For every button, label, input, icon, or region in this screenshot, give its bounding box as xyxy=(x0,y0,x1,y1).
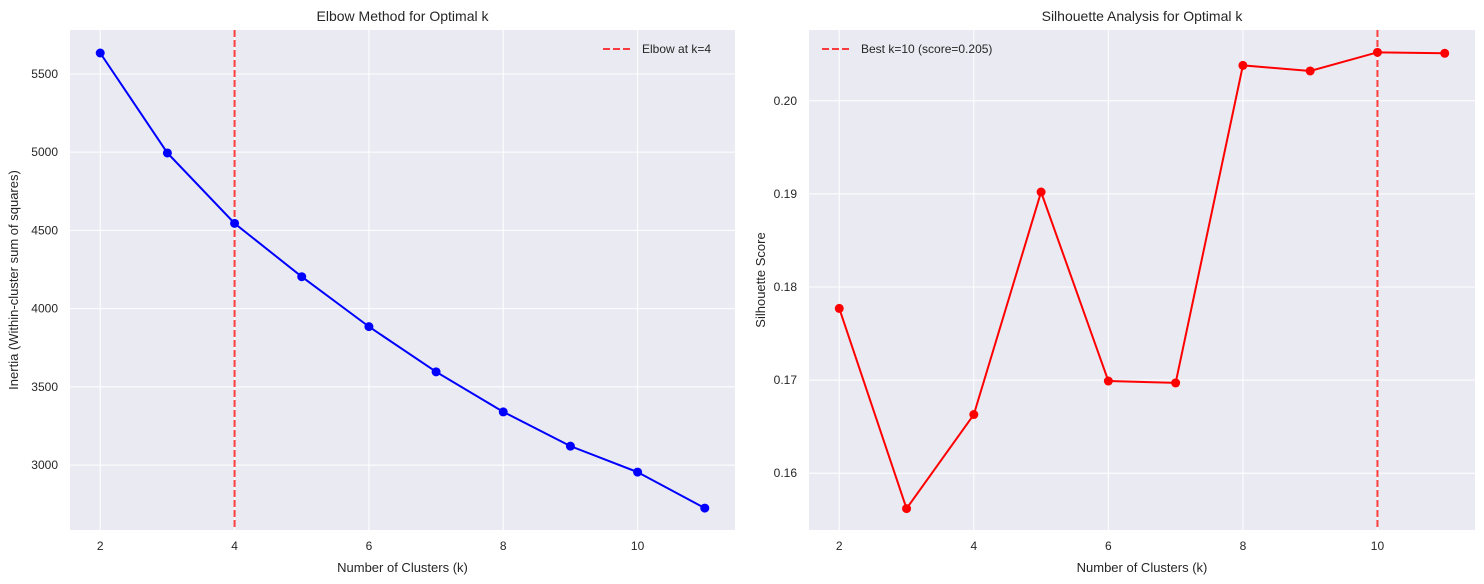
plot-area xyxy=(70,30,735,530)
x-axis-label: Number of Clusters (k) xyxy=(1077,560,1208,575)
legend: Elbow at k=4 xyxy=(603,42,711,56)
y-tick-label: 5500 xyxy=(31,67,58,81)
data-point xyxy=(969,410,979,420)
x-tick-label: 8 xyxy=(500,539,507,553)
data-point xyxy=(1171,378,1181,388)
data-point xyxy=(498,407,508,417)
y-tick-label: 0.16 xyxy=(774,466,798,480)
data-point xyxy=(1372,47,1382,57)
data-point xyxy=(431,367,441,377)
data-point xyxy=(1238,60,1248,70)
legend-label: Best k=10 (score=0.205) xyxy=(861,42,992,56)
plot-area xyxy=(809,30,1475,530)
chart-title: Elbow Method for Optimal k xyxy=(317,8,490,24)
subplot-2: 2 4 6 8 10 0.16 0.17 0.18 0.19 0.20 Silhouette Ana… xyxy=(753,8,1475,575)
data-point xyxy=(834,303,844,313)
data-point xyxy=(1103,376,1113,386)
subplot-1: 2 4 6 8 10 3000 3500 4000 4500 5000 5500 Elbow Meth… xyxy=(6,8,735,575)
y-tick-label: 0.19 xyxy=(774,187,798,201)
x-tick-label: 6 xyxy=(366,539,373,553)
x-tick-label: 4 xyxy=(970,539,977,553)
data-point xyxy=(633,467,643,477)
x-tick-label: 2 xyxy=(97,539,104,553)
x-tick-label: 8 xyxy=(1240,539,1247,553)
x-tick-label: 10 xyxy=(1371,539,1385,553)
series-line xyxy=(99,52,706,509)
y-tick-label: 3500 xyxy=(31,380,58,394)
x-tick-label: 10 xyxy=(631,539,645,553)
data-point xyxy=(95,48,105,58)
y-tick-label: 0.20 xyxy=(774,94,798,108)
y-axis-label: Silhouette Score xyxy=(753,232,768,327)
y-axis-label: Inertia (Within-cluster sum of squares) xyxy=(6,170,21,390)
data-point xyxy=(230,218,240,228)
y-tick-label: 0.18 xyxy=(774,280,798,294)
data-point xyxy=(1440,48,1450,58)
x-tick-label: 2 xyxy=(836,539,843,553)
x-tick-label: 4 xyxy=(231,539,238,553)
chart-title: Silhouette Analysis for Optimal k xyxy=(1042,8,1244,24)
y-tick-label: 0.17 xyxy=(774,373,798,387)
data-point xyxy=(297,272,307,282)
x-tick-label: 6 xyxy=(1105,539,1112,553)
data-point xyxy=(1036,187,1046,197)
series-line xyxy=(838,51,1445,511)
y-tick-label: 5000 xyxy=(31,145,58,159)
data-point xyxy=(1305,66,1315,76)
data-point xyxy=(902,504,912,514)
data-point xyxy=(364,322,374,332)
y-tick-label: 4500 xyxy=(31,223,58,237)
data-point xyxy=(700,503,710,513)
legend: Best k=10 (score=0.205) xyxy=(822,42,992,56)
data-point xyxy=(565,441,575,451)
data-point xyxy=(162,148,172,158)
y-tick-label: 4000 xyxy=(31,302,58,316)
y-tick-label: 3000 xyxy=(31,458,58,472)
x-axis-label: Number of Clusters (k) xyxy=(337,560,468,575)
legend-label: Elbow at k=4 xyxy=(642,42,711,56)
